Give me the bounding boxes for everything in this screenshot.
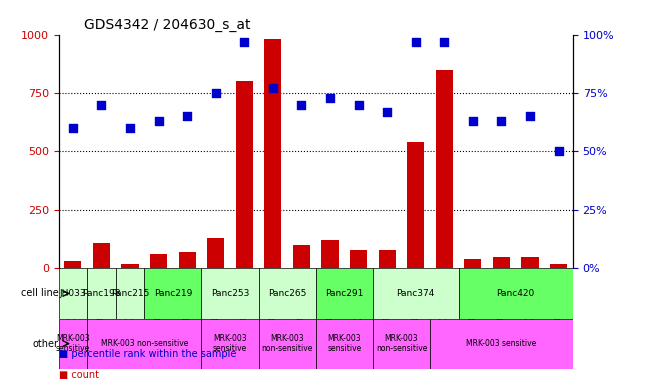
FancyBboxPatch shape [59,268,87,318]
Point [553,148,564,154]
FancyBboxPatch shape [258,318,316,369]
Text: Panc420: Panc420 [497,289,535,298]
Bar [64,262,81,268]
Text: MRK-003
sensitive: MRK-003 sensitive [213,334,247,353]
Text: cell line: cell line [21,288,59,298]
Bar [178,252,196,268]
Point [154,118,164,124]
Text: Panc265: Panc265 [268,289,307,298]
Point [411,38,421,45]
Text: Panc198: Panc198 [82,289,120,298]
Bar [207,238,225,268]
Point [96,102,107,108]
Bar [436,70,453,268]
Bar [550,264,567,268]
Bar [93,243,110,268]
FancyBboxPatch shape [373,268,458,318]
Point [239,38,249,45]
FancyBboxPatch shape [316,318,373,369]
Point [182,113,192,119]
Point [382,109,393,115]
FancyBboxPatch shape [373,318,430,369]
FancyBboxPatch shape [116,268,145,318]
Text: Panc253: Panc253 [211,289,249,298]
FancyBboxPatch shape [145,268,201,318]
FancyBboxPatch shape [258,268,316,318]
Text: GDS4342 / 204630_s_at: GDS4342 / 204630_s_at [84,18,251,32]
Point [296,102,307,108]
Text: MRK-003
non-sensitive: MRK-003 non-sensitive [376,334,427,353]
Point [268,85,278,91]
Point [525,113,535,119]
Bar [379,250,396,268]
Bar [122,264,139,268]
Text: Panc291: Panc291 [325,289,363,298]
Bar [322,240,339,268]
Text: JH033: JH033 [59,289,86,298]
Point [210,90,221,96]
Text: ■ count: ■ count [59,370,98,380]
Point [125,125,135,131]
FancyBboxPatch shape [316,268,373,318]
Point [68,125,78,131]
Text: Panc215: Panc215 [111,289,149,298]
Point [467,118,478,124]
FancyBboxPatch shape [430,318,573,369]
Text: other: other [33,339,59,349]
FancyBboxPatch shape [87,318,201,369]
Text: Panc219: Panc219 [154,289,192,298]
Text: MRK-003 sensitive: MRK-003 sensitive [466,339,536,348]
Bar [236,81,253,268]
Text: MRK-003 non-sensitive: MRK-003 non-sensitive [101,339,188,348]
Bar [264,39,281,268]
Bar [293,245,310,268]
Bar [407,142,424,268]
Bar [464,259,482,268]
Text: MRK-003
non-sensitive: MRK-003 non-sensitive [262,334,313,353]
Point [496,118,506,124]
Text: MRK-003
sensitive: MRK-003 sensitive [327,334,361,353]
FancyBboxPatch shape [458,268,573,318]
Point [325,94,335,101]
Text: MRK-003
sensitive: MRK-003 sensitive [56,334,90,353]
Bar [493,257,510,268]
Text: ■ percentile rank within the sample: ■ percentile rank within the sample [59,349,236,359]
Point [353,102,364,108]
FancyBboxPatch shape [201,318,258,369]
FancyBboxPatch shape [201,268,258,318]
Bar [150,254,167,268]
Bar [350,250,367,268]
Text: Panc374: Panc374 [396,289,435,298]
FancyBboxPatch shape [87,268,116,318]
Point [439,38,449,45]
Bar [521,257,538,268]
FancyBboxPatch shape [59,318,87,369]
